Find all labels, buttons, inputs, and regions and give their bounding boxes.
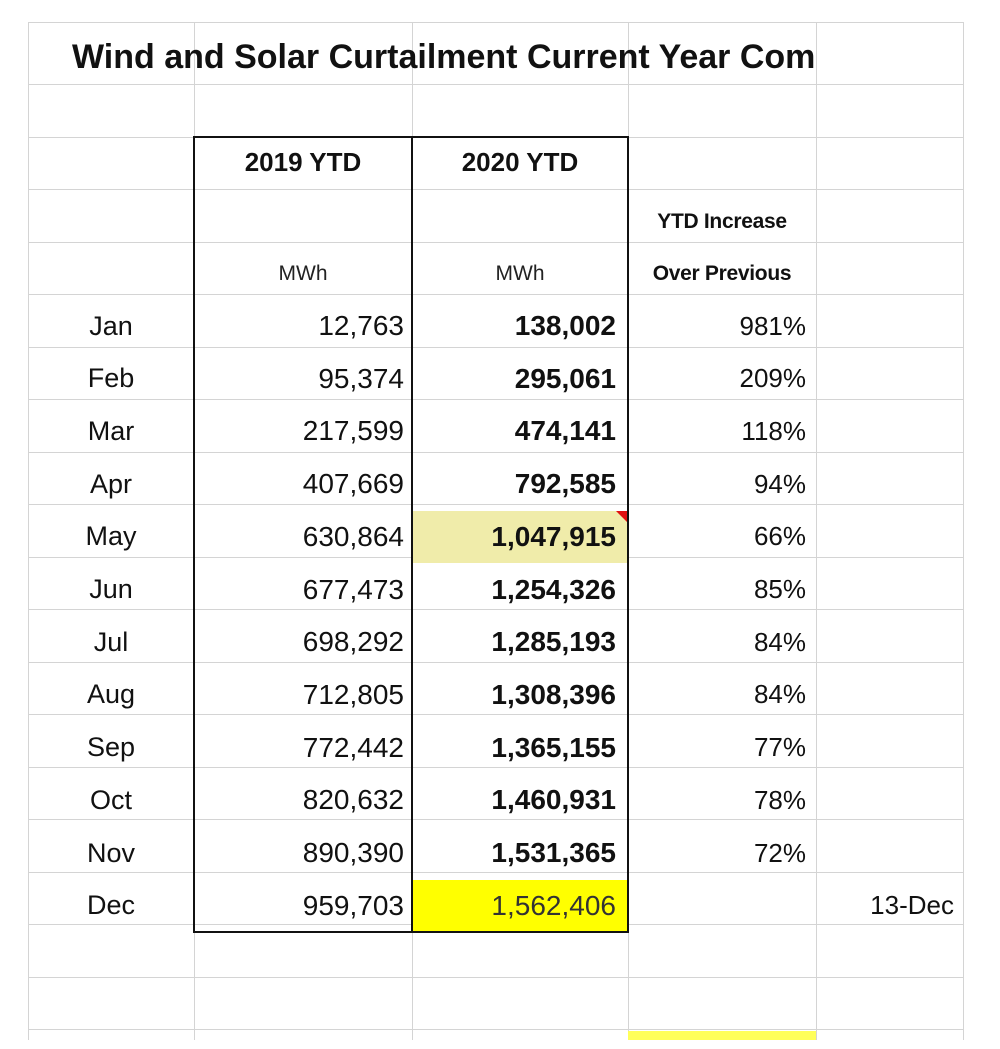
cell-month[interactable]: Aug bbox=[86, 679, 136, 710]
grid-row-line bbox=[28, 714, 964, 715]
grid-column-line bbox=[816, 22, 817, 1040]
cell-2020-ytd[interactable]: 1,047,915 bbox=[412, 510, 628, 563]
grid-row-line bbox=[28, 346, 964, 348]
cell-2020-ytd[interactable]: 474,141 bbox=[514, 415, 616, 447]
highlighted-cell-strip bbox=[628, 1031, 816, 1040]
cell-ytd-increase[interactable]: 85% bbox=[753, 574, 806, 604]
cell-ytd-increase[interactable]: 66% bbox=[753, 521, 806, 552]
cell-2020-ytd[interactable]: 792,585 bbox=[514, 468, 616, 500]
border-2019-column bbox=[193, 136, 413, 933]
header-ytd-increase[interactable]: YTD Increase bbox=[657, 210, 787, 233]
grid-column-line bbox=[963, 22, 964, 1040]
grid-column-line bbox=[28, 22, 29, 1040]
border-2020-column bbox=[411, 136, 629, 933]
cell-month[interactable]: Sep bbox=[86, 732, 136, 763]
cell-ytd-increase[interactable]: 209% bbox=[739, 363, 807, 394]
cell-2020-ytd[interactable]: 1,308,396 bbox=[491, 678, 616, 710]
cell-month[interactable]: Oct bbox=[89, 784, 132, 815]
cell-2019-ytd[interactable]: 772,442 bbox=[302, 731, 404, 763]
cell-2020-ytd[interactable]: 1,365,155 bbox=[491, 731, 616, 763]
cell-2019-ytd[interactable]: 698,292 bbox=[302, 626, 404, 658]
cell-2020-ytd[interactable]: 1,562,406 bbox=[412, 879, 628, 932]
cell-2019-ytd[interactable]: 890,390 bbox=[302, 837, 404, 868]
cell-date-note[interactable]: 13-Dec bbox=[870, 890, 954, 921]
header-2020-ytd[interactable]: 2020 YTD bbox=[461, 146, 579, 177]
cell-2020-ytd[interactable]: 295,061 bbox=[514, 362, 616, 394]
cell-month[interactable]: Dec bbox=[86, 890, 135, 921]
grid-row-line bbox=[28, 294, 964, 295]
cell-2019-ytd[interactable]: 677,473 bbox=[302, 573, 404, 605]
cell-2020-ytd[interactable]: 138,002 bbox=[514, 310, 616, 341]
cell-month[interactable]: Jul bbox=[93, 626, 129, 657]
spreadsheet: Wind and Solar Curtailment Current Year … bbox=[28, 22, 964, 1040]
grid-row-line bbox=[28, 819, 964, 820]
cell-month[interactable]: Nov bbox=[86, 837, 135, 868]
cell-month[interactable]: Apr bbox=[89, 468, 133, 499]
grid-row-line bbox=[28, 976, 964, 978]
unit-2019[interactable]: MWh bbox=[278, 262, 328, 285]
cell-ytd-increase[interactable]: 77% bbox=[753, 732, 806, 763]
cell-2019-ytd[interactable]: 12,763 bbox=[318, 310, 404, 341]
grid-row-line bbox=[28, 871, 964, 873]
cell-2019-ytd[interactable]: 95,374 bbox=[318, 362, 404, 394]
cell-ytd-increase[interactable]: 84% bbox=[753, 679, 806, 710]
cell-ytd-increase[interactable]: 78% bbox=[753, 784, 806, 815]
grid-row-line bbox=[28, 399, 964, 400]
cell-ytd-increase[interactable] bbox=[628, 880, 816, 932]
grid-row-line bbox=[28, 609, 964, 610]
cell-ytd-increase[interactable]: 94% bbox=[753, 468, 806, 499]
unit-2020[interactable]: MWh bbox=[495, 262, 545, 285]
cell-ytd-increase[interactable]: 981% bbox=[739, 310, 807, 341]
cell-month[interactable]: Jun bbox=[89, 574, 133, 604]
grid-row-line bbox=[28, 241, 964, 243]
cell-2019-ytd[interactable]: 630,864 bbox=[302, 520, 404, 552]
comment-indicator-icon[interactable] bbox=[616, 510, 628, 523]
cell-month[interactable]: May bbox=[85, 521, 137, 552]
cell-month[interactable]: Feb bbox=[87, 363, 135, 394]
cell-2019-ytd[interactable]: 217,599 bbox=[302, 415, 404, 447]
grid-row-line bbox=[28, 661, 964, 663]
cell-2019-ytd[interactable]: 959,703 bbox=[302, 889, 404, 921]
cell-ytd-increase[interactable]: 118% bbox=[741, 415, 806, 446]
cell-2019-ytd[interactable]: 712,805 bbox=[302, 678, 404, 710]
grid-row-line bbox=[28, 189, 964, 190]
cell-2019-ytd[interactable]: 407,669 bbox=[302, 468, 404, 500]
cell-month[interactable]: Mar bbox=[87, 415, 135, 446]
cell-2020-ytd[interactable]: 1,254,326 bbox=[491, 573, 616, 605]
cell-month[interactable]: Jan bbox=[89, 310, 133, 341]
header-2019-ytd[interactable]: 2019 YTD bbox=[244, 146, 362, 177]
grid-row-line bbox=[28, 451, 964, 453]
grid-row-line bbox=[28, 1029, 964, 1030]
grid-row-line bbox=[28, 766, 964, 768]
cell-2020-ytd[interactable]: 1,285,193 bbox=[491, 626, 616, 658]
grid-row-line bbox=[28, 504, 964, 505]
grid-row-line bbox=[28, 22, 964, 23]
cell-ytd-increase[interactable]: 84% bbox=[753, 626, 806, 657]
cell-2020-ytd[interactable]: 1,460,931 bbox=[491, 784, 616, 816]
cell-2020-ytd[interactable]: 1,531,365 bbox=[491, 837, 616, 868]
sheet-title: Wind and Solar Curtailment Current Year … bbox=[72, 38, 816, 76]
header-over-previous[interactable]: Over Previous bbox=[652, 262, 792, 285]
cell-ytd-increase[interactable]: 72% bbox=[753, 837, 806, 868]
grid-row-line bbox=[28, 84, 964, 85]
cell-2019-ytd[interactable]: 820,632 bbox=[302, 784, 404, 816]
